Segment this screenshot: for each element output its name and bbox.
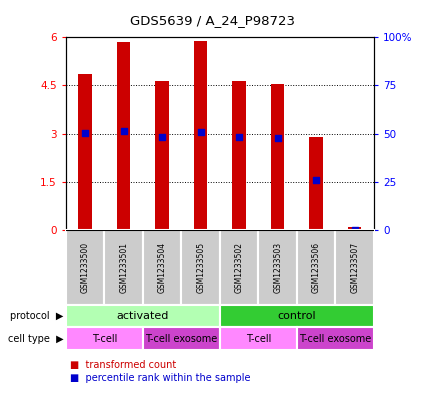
- Bar: [66, 230, 105, 305]
- Bar: [220, 327, 297, 350]
- Text: GSM1233503: GSM1233503: [273, 242, 282, 293]
- Point: [159, 134, 166, 140]
- Bar: [78, 74, 92, 230]
- Bar: [271, 84, 284, 230]
- Text: control: control: [278, 311, 316, 321]
- Point: [351, 227, 358, 233]
- Bar: [335, 230, 374, 305]
- Text: GSM1233507: GSM1233507: [350, 242, 359, 293]
- Text: GSM1233501: GSM1233501: [119, 242, 128, 293]
- Text: protocol  ▶: protocol ▶: [10, 311, 64, 321]
- Point: [120, 128, 127, 134]
- Text: GSM1233505: GSM1233505: [196, 242, 205, 293]
- Bar: [297, 327, 374, 350]
- Text: T-cell: T-cell: [246, 334, 271, 344]
- Bar: [143, 230, 181, 305]
- Bar: [66, 305, 220, 327]
- Text: T-cell exosome: T-cell exosome: [299, 334, 371, 344]
- Bar: [143, 327, 220, 350]
- Text: T-cell exosome: T-cell exosome: [145, 334, 218, 344]
- Bar: [309, 138, 323, 230]
- Text: GSM1233500: GSM1233500: [81, 242, 90, 293]
- Text: GSM1233504: GSM1233504: [158, 242, 167, 293]
- Point: [274, 135, 281, 141]
- Bar: [156, 81, 169, 230]
- Text: GDS5639 / A_24_P98723: GDS5639 / A_24_P98723: [130, 14, 295, 27]
- Bar: [220, 230, 258, 305]
- Bar: [348, 227, 362, 230]
- Text: GSM1233506: GSM1233506: [312, 242, 321, 293]
- Point: [82, 130, 88, 136]
- Point: [236, 134, 243, 140]
- Text: cell type  ▶: cell type ▶: [8, 334, 64, 344]
- Bar: [297, 230, 335, 305]
- Text: GSM1233502: GSM1233502: [235, 242, 244, 293]
- Bar: [66, 327, 143, 350]
- Point: [313, 177, 320, 183]
- Text: ■  percentile rank within the sample: ■ percentile rank within the sample: [70, 373, 251, 384]
- Bar: [258, 230, 297, 305]
- Text: activated: activated: [117, 311, 169, 321]
- Text: ■  transformed count: ■ transformed count: [70, 360, 176, 370]
- Bar: [117, 42, 130, 230]
- Text: T-cell: T-cell: [92, 334, 117, 344]
- Bar: [105, 230, 143, 305]
- Bar: [220, 305, 374, 327]
- Point: [197, 129, 204, 135]
- Bar: [232, 81, 246, 230]
- Bar: [194, 41, 207, 230]
- Bar: [181, 230, 220, 305]
